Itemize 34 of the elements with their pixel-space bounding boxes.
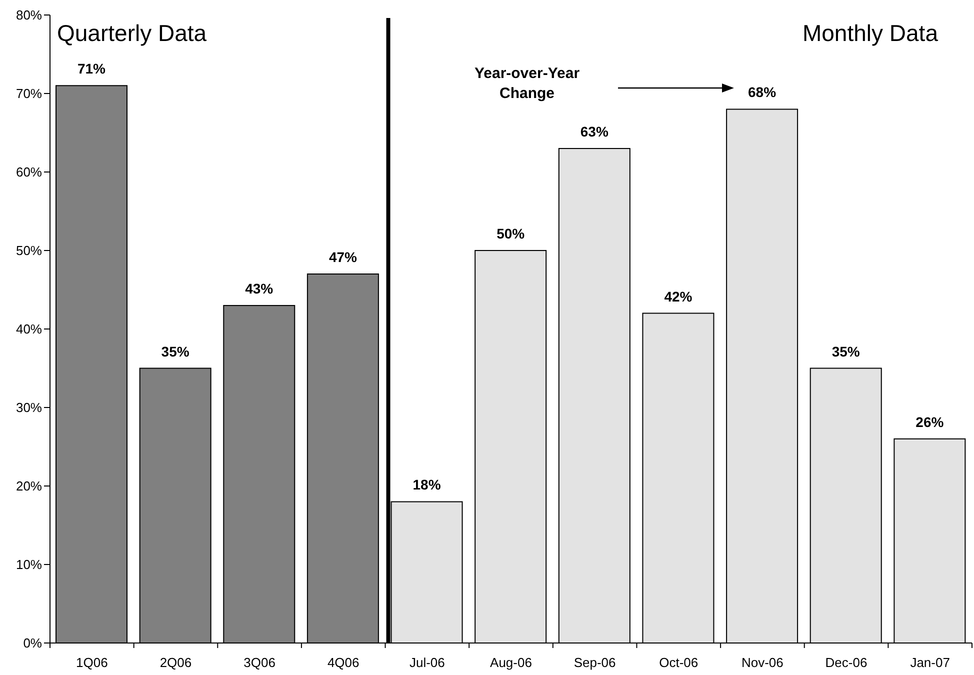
data-label: 35%	[832, 343, 860, 360]
y-tick-label: 70%	[16, 86, 42, 102]
x-tick-label: 3Q06	[244, 655, 276, 670]
x-tick-label: 4Q06	[327, 655, 360, 670]
annotation: Quarterly Data	[57, 19, 207, 48]
data-label: 68%	[748, 84, 777, 100]
y-tick-label: 30%	[16, 400, 42, 416]
x-tick-label: Jul-06	[409, 655, 445, 670]
y-tick-label: 80%	[16, 8, 42, 23]
data-label: 63%	[580, 123, 609, 140]
y-tick-label: 50%	[16, 243, 42, 258]
y-tick-label: 60%	[16, 164, 42, 180]
data-label: 42%	[664, 288, 693, 304]
x-tick-label: Aug-06	[490, 655, 532, 670]
x-tick-label: Sep-06	[574, 655, 616, 670]
data-label: 47%	[328, 249, 358, 266]
y-tick-label: 10%	[16, 557, 42, 572]
data-label: 35%	[161, 343, 190, 360]
y-tick-label: 40%	[16, 322, 42, 337]
data-label: 71%	[77, 60, 106, 77]
annotation: Monthly Data	[802, 19, 938, 48]
x-tick-label: 2Q06	[160, 655, 192, 670]
y-tick-label: 20%	[16, 478, 42, 494]
annotation: Year-over-Year Change	[473, 64, 581, 103]
data-label: 18%	[412, 476, 442, 493]
data-label: 26%	[916, 414, 944, 430]
data-label: 50%	[496, 226, 526, 242]
x-tick-label: Dec-06	[825, 655, 868, 670]
x-tick-label: Jan-07	[910, 655, 950, 670]
x-tick-label: Nov-06	[741, 655, 784, 670]
x-tick-label: Oct-06	[659, 655, 698, 670]
y-tick-label: 0%	[23, 636, 42, 651]
data-label: 43%	[245, 280, 274, 296]
x-tick-label: 1Q06	[76, 655, 108, 670]
